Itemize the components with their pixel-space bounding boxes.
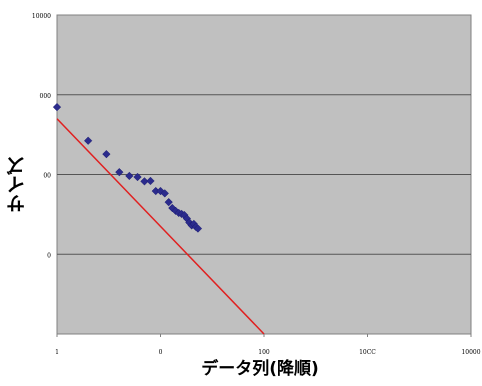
data-point (133, 172, 142, 182)
data-point (164, 198, 173, 207)
y-tick-label: 10000 (32, 13, 51, 20)
data-point (140, 177, 149, 186)
data-point (102, 149, 111, 159)
x-axis-label: データ列(降順) (201, 359, 319, 379)
data-point (84, 136, 93, 145)
y-tick-label: 00 (43, 173, 51, 180)
y-axis-label: サイズ (6, 156, 28, 214)
data-point (115, 168, 124, 177)
x-tick-label: 0 (159, 349, 163, 356)
fit-line (56, 118, 265, 335)
data-point (168, 203, 177, 213)
data-point (146, 176, 155, 186)
x-tick-label: 10000 (461, 349, 480, 356)
data-point (52, 102, 62, 112)
x-tick-label: 100 (258, 349, 270, 356)
x-tick-label: 10CC (359, 349, 376, 356)
y-tick-label: 0 (47, 252, 51, 259)
data-point (193, 224, 203, 233)
data-point (160, 189, 169, 198)
x-tick-label: 1 (55, 349, 59, 356)
data-point (125, 171, 134, 181)
y-tick-label: 000 (40, 93, 52, 100)
